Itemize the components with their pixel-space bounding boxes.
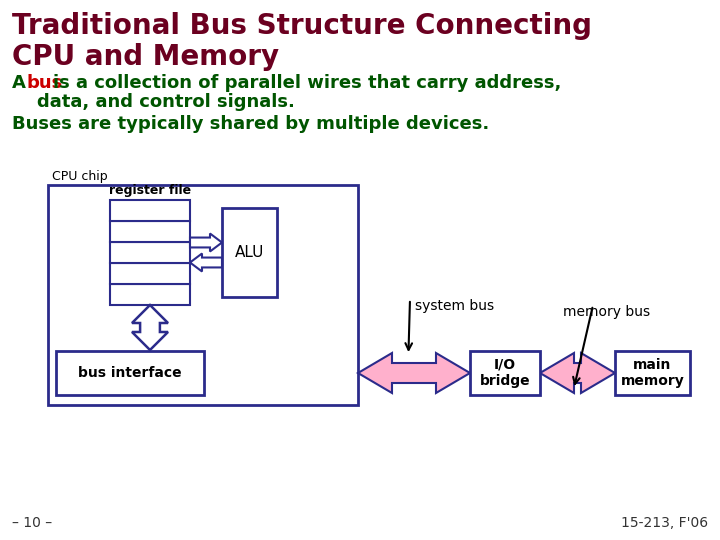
Text: Buses are typically shared by multiple devices.: Buses are typically shared by multiple d… [12, 115, 490, 133]
Text: 15-213, F'06: 15-213, F'06 [621, 516, 708, 530]
Text: data, and control signals.: data, and control signals. [37, 93, 295, 111]
Polygon shape [190, 253, 222, 272]
Polygon shape [190, 233, 222, 252]
Bar [615, 351, 690, 395]
Text: – 10 –: – 10 – [12, 516, 52, 530]
Text: I/O
bridge: I/O bridge [480, 358, 531, 388]
Text: bus interface: bus interface [78, 366, 182, 380]
Text: system bus: system bus [415, 299, 494, 313]
Text: memory bus: memory bus [563, 305, 650, 319]
Bar [110, 221, 190, 242]
Text: main
memory: main memory [621, 358, 685, 388]
Bar [56, 351, 204, 395]
Text: A: A [12, 74, 32, 92]
Text: register file: register file [109, 184, 191, 197]
Text: CPU chip: CPU chip [52, 170, 107, 183]
Text: is a collection of parallel wires that carry address,: is a collection of parallel wires that c… [53, 74, 562, 92]
Text: Traditional Bus Structure Connecting: Traditional Bus Structure Connecting [12, 12, 592, 40]
Bar [110, 263, 190, 284]
Bar [110, 242, 190, 263]
Text: CPU and Memory: CPU and Memory [12, 43, 279, 71]
Bar [48, 185, 358, 405]
Polygon shape [132, 305, 168, 350]
Polygon shape [540, 353, 615, 393]
Text: bus: bus [27, 74, 63, 92]
Polygon shape [358, 353, 470, 393]
Bar [110, 284, 190, 305]
Bar [222, 208, 277, 297]
Bar [470, 351, 540, 395]
Text: ALU: ALU [235, 245, 264, 260]
Bar [110, 200, 190, 221]
